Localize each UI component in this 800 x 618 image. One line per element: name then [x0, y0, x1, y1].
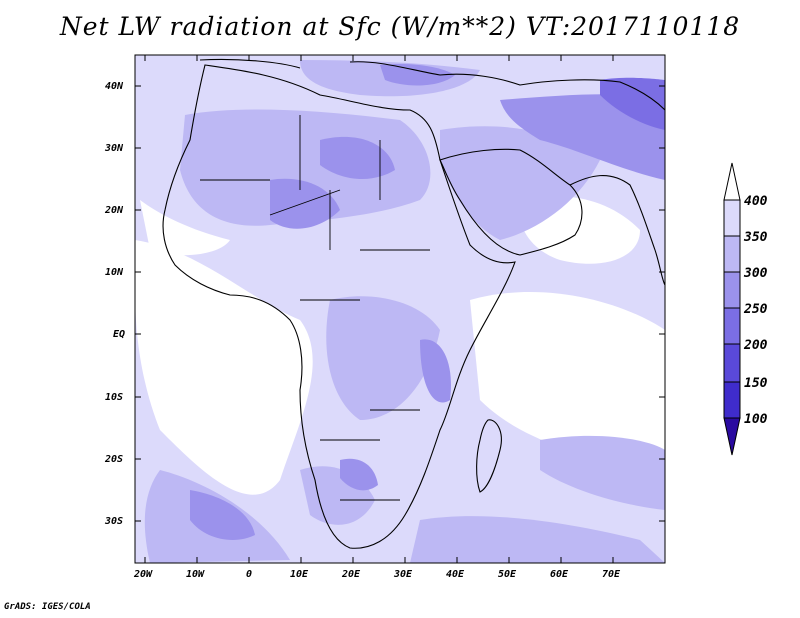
- lon-tick-label: 40E: [446, 569, 465, 580]
- grads-credit: GrADS: IGES/COLA: [4, 602, 91, 612]
- field-sahel-core: [270, 178, 340, 229]
- lon-tick-label: 60E: [550, 569, 569, 580]
- country-borders: [200, 115, 430, 501]
- colorbar-top-arrow: [723, 162, 741, 201]
- field-congo: [326, 296, 440, 420]
- field-atlantic-clear: [135, 240, 313, 495]
- colorbar-segment: [723, 271, 741, 309]
- colorbar-label: 300: [743, 266, 768, 281]
- field-madagascar-east: [540, 435, 665, 510]
- lon-tick-label: 50E: [498, 569, 517, 580]
- lon-tick-label: 0: [246, 569, 252, 580]
- lon-tick-label: 10W: [186, 569, 205, 580]
- map-title: Net LW radiation at Sfc (W/m**2) VT:2017…: [59, 12, 741, 41]
- coastline-north: [199, 58, 665, 111]
- field-southern-ocean: [410, 516, 665, 563]
- field-south-atlantic-core: [190, 490, 255, 540]
- field-libya-core: [320, 136, 395, 180]
- field-arabia: [440, 126, 600, 240]
- lat-tick-label: 10N: [105, 267, 124, 278]
- map-field: [135, 55, 665, 563]
- field-sahara: [180, 109, 431, 226]
- lat-tick-label: 40N: [105, 81, 124, 92]
- field-turkey: [380, 64, 455, 86]
- colorbar-label: 200: [743, 338, 768, 353]
- colorbar-label: 100: [744, 412, 768, 427]
- colorbar-bottom-arrow: [723, 417, 741, 456]
- field-zagros: [600, 77, 665, 130]
- colorbar-segment: [723, 199, 741, 237]
- colorbar: 400 350 300 250 200 150 100: [723, 162, 768, 456]
- lat-tick-label: 20N: [104, 205, 124, 216]
- lon-axis: 20W 10W 0 10E 20E 30E 40E 50E 60E 70E: [133, 55, 621, 580]
- lat-axis: 40N 30N 20N 10N EQ 10S 20S 30S: [104, 81, 665, 527]
- coastline-africa: [162, 64, 516, 549]
- colorbar-segment: [723, 235, 741, 273]
- coastlines: [162, 58, 665, 549]
- coastline-arabia: [439, 148, 583, 256]
- colorbar-segment: [723, 343, 741, 383]
- lat-tick-label: EQ: [113, 329, 125, 340]
- lon-tick-label: 20W: [133, 569, 153, 580]
- coastline-madagascar: [476, 419, 502, 493]
- lon-tick-label: 10E: [290, 569, 309, 580]
- coastline-india: [569, 174, 665, 286]
- map-frame: [134, 54, 666, 564]
- colorbar-label: 150: [744, 376, 768, 391]
- field-rift: [420, 339, 451, 403]
- colorbar-segment: [723, 307, 741, 345]
- field-indian-clear: [470, 291, 665, 457]
- field-kalahari-core: [340, 458, 378, 491]
- lat-tick-label: 30N: [104, 143, 124, 154]
- lat-tick-label: 10S: [105, 392, 123, 403]
- colorbar-label: 400: [744, 194, 768, 209]
- lon-tick-label: 20E: [341, 569, 361, 580]
- colorbar-segment: [723, 381, 741, 419]
- colorbar-label: 350: [743, 230, 768, 245]
- lon-tick-label: 30E: [393, 569, 413, 580]
- field-iran: [500, 94, 665, 180]
- colorbar-label: 250: [743, 302, 768, 317]
- field-coast-clear: [140, 200, 230, 256]
- lat-tick-label: 20S: [104, 454, 123, 465]
- lat-tick-label: 30S: [104, 516, 123, 527]
- lon-tick-label: 70E: [602, 569, 621, 580]
